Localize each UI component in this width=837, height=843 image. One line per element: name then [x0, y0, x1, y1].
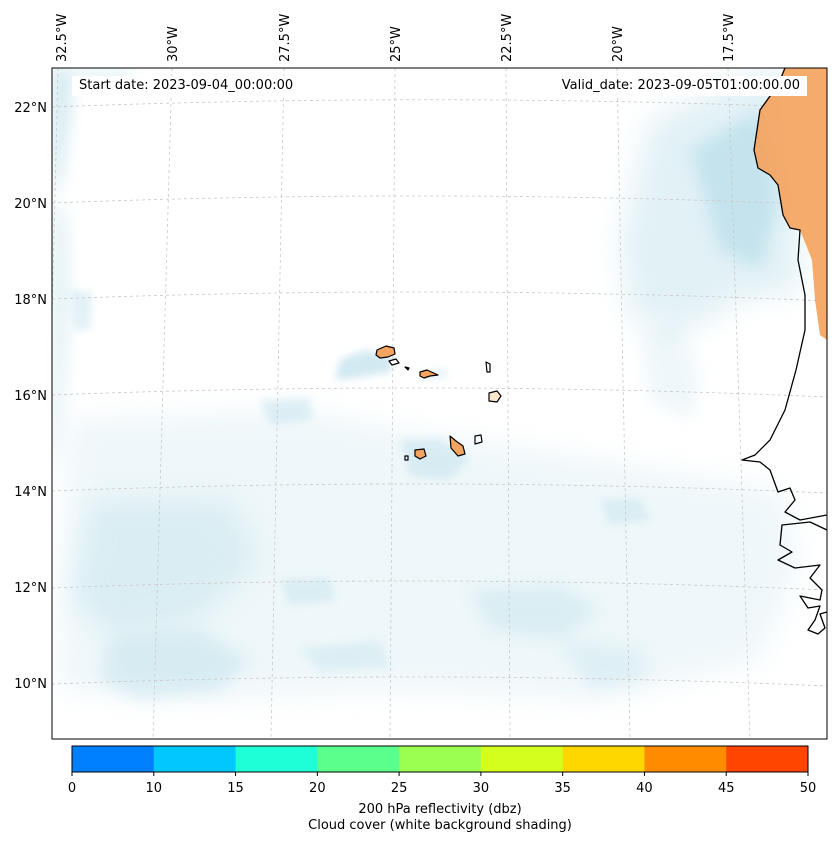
colorbar-segment: [317, 746, 400, 772]
lat-tick-labels: 22°N 20°N 18°N 16°N 14°N 12°N 10°N: [14, 101, 47, 692]
colorbar-tick-label: 15: [227, 781, 244, 796]
colorbar-segment: [726, 746, 809, 772]
colorbar-tick-label: 40: [636, 781, 653, 796]
colorbar-label: 200 hPa reflectivity (dbz): [358, 802, 522, 817]
lon-tick-label: 17.5°W: [722, 14, 737, 62]
lat-tick-label: 18°N: [14, 293, 47, 308]
land-africa: [754, 68, 827, 340]
island-maio: [474, 434, 483, 445]
island-sao-vicente: [388, 358, 400, 366]
island-santiago: [449, 435, 466, 457]
lon-tick-label: 20°W: [611, 26, 626, 62]
lat-tick-label: 22°N: [14, 101, 47, 116]
lat-tick-label: 14°N: [14, 485, 47, 500]
island-fogo: [414, 448, 427, 460]
lat-tick-label: 10°N: [14, 677, 47, 692]
colorbar-sublabel: Cloud cover (white background shading): [308, 818, 572, 833]
lat-tick-label: 16°N: [14, 389, 47, 404]
colorbar-segment: [644, 746, 727, 772]
colorbar-segment: [480, 746, 564, 772]
colorbar-tick-label: 35: [554, 781, 571, 796]
island-santo-antao: [375, 345, 396, 359]
colorbar-tick-label: 45: [718, 781, 735, 796]
map-frame: [51, 67, 828, 740]
colorbar-tick-label: 50: [800, 781, 817, 796]
lon-tick-label: 25°W: [389, 26, 404, 62]
lon-tick-label: 27.5°W: [278, 14, 293, 62]
colorbar-tick-label: 20: [309, 781, 326, 796]
island-sal: [485, 361, 491, 373]
colorbar-tick-label: 0: [68, 781, 76, 796]
colorbar-segment: [72, 746, 155, 772]
island-sao-nicolau: [419, 369, 439, 379]
lat-tick-label: 20°N: [14, 197, 47, 212]
island-boa-vista: [488, 390, 502, 403]
graticule: [52, 68, 827, 739]
colorbar-tick-label: 30: [473, 781, 490, 796]
cape-verde-islands: [375, 345, 502, 461]
colorbar-segment: [562, 746, 645, 772]
colorbar-tick-label: 10: [146, 781, 163, 796]
colorbar-frame: [71, 745, 809, 773]
coastline-africa: [741, 68, 827, 635]
lon-tick-label: 32.5°W: [55, 14, 70, 62]
cloud-cover-layer: [52, 68, 800, 700]
colorbar-segment: [235, 746, 318, 772]
lat-tick-label: 12°N: [14, 581, 47, 596]
island-santa-luzia: [404, 366, 410, 371]
colorbar: 0 10 15 20 25 30 35 40 45 50: [68, 745, 817, 796]
start-date-label: Start date: 2023-09-04_00:00:00: [72, 76, 301, 96]
lon-tick-labels: 32.5°W 30°W 27.5°W 25°W 22.5°W 20°W 17.5…: [55, 14, 737, 62]
colorbar-segment: [153, 746, 237, 772]
island-brava: [404, 455, 409, 461]
colorbar-segment: [399, 746, 482, 772]
colorbar-tick-label: 25: [391, 781, 408, 796]
valid-date-label: Valid_date: 2023-09-05T01:00:00.00: [554, 76, 807, 96]
lon-tick-label: 22.5°W: [500, 14, 515, 62]
lon-tick-label: 30°W: [166, 26, 181, 62]
